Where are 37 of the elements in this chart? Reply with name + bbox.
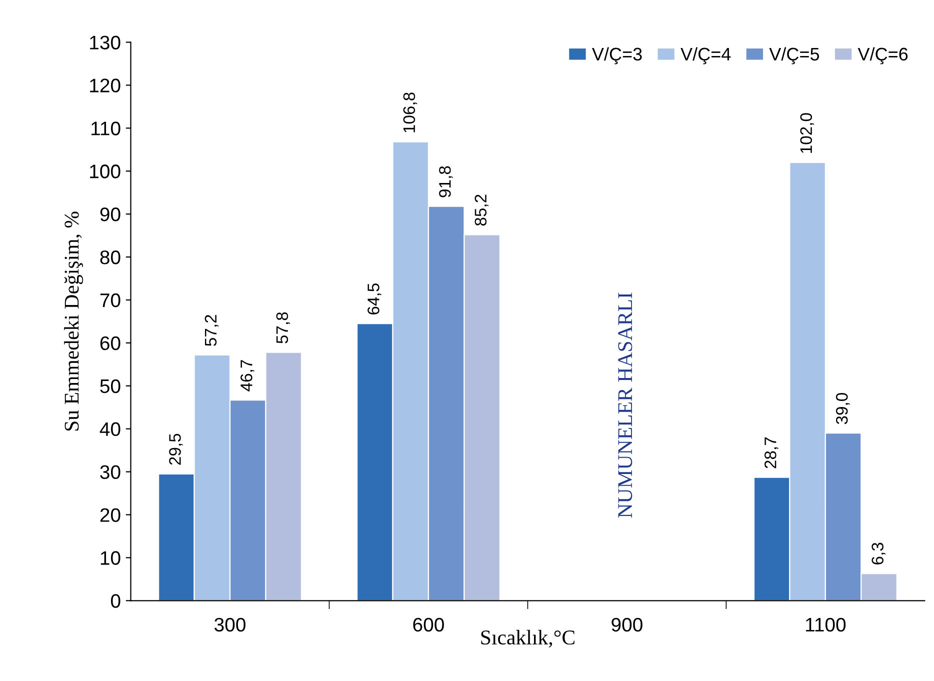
y-tick-label: 30 xyxy=(100,465,120,480)
legend-label: V/Ç=4 xyxy=(680,47,731,64)
annotation: NUMUNELER HASARLI xyxy=(618,292,632,518)
x-tick-label: 600 xyxy=(413,618,444,632)
x-tick-label: 900 xyxy=(612,618,642,632)
x-tick-label: 1100 xyxy=(806,618,846,632)
data-label: 28,7 xyxy=(764,437,778,468)
data-label: 57,8 xyxy=(276,312,290,344)
y-axis-title: Su Emmedeki Değişim, % xyxy=(64,212,84,431)
legend-label: V/Ç=3 xyxy=(592,47,642,64)
data-label: 6,3 xyxy=(872,542,886,564)
data-label: 64,5 xyxy=(368,284,382,314)
data-label: 46,7 xyxy=(240,360,254,392)
y-tick-label: 50 xyxy=(100,379,120,394)
legend-label: V/Ç=5 xyxy=(769,47,820,64)
y-tick-label: 20 xyxy=(100,508,120,522)
y-tick-label: 110 xyxy=(92,122,120,136)
y-tick-label: 10 xyxy=(100,551,120,565)
y-tick-label: 90 xyxy=(100,208,120,222)
x-tick-label: 300 xyxy=(214,618,246,632)
legend-label: V/Ç=6 xyxy=(858,47,908,64)
y-tick-label: 80 xyxy=(100,250,120,264)
data-label: 39,0 xyxy=(836,392,850,424)
data-label: 91,8 xyxy=(439,166,453,198)
data-label: 106,8 xyxy=(403,92,418,132)
data-label: 29,5 xyxy=(169,434,183,465)
y-tick-label: 100 xyxy=(90,164,120,178)
data-label: 85,2 xyxy=(474,194,489,226)
data-label: 102,0 xyxy=(800,113,814,153)
y-tick-label: 70 xyxy=(100,293,120,308)
y-tick-label: 0 xyxy=(110,594,120,608)
y-tick-label: 40 xyxy=(100,422,120,436)
x-axis-title: Sıcaklık,°C xyxy=(481,630,574,648)
y-tick-label: 60 xyxy=(100,336,120,350)
y-tick-label: 130 xyxy=(90,36,120,50)
y-tick-label: 120 xyxy=(90,78,120,92)
data-label: 57,2 xyxy=(204,315,219,346)
